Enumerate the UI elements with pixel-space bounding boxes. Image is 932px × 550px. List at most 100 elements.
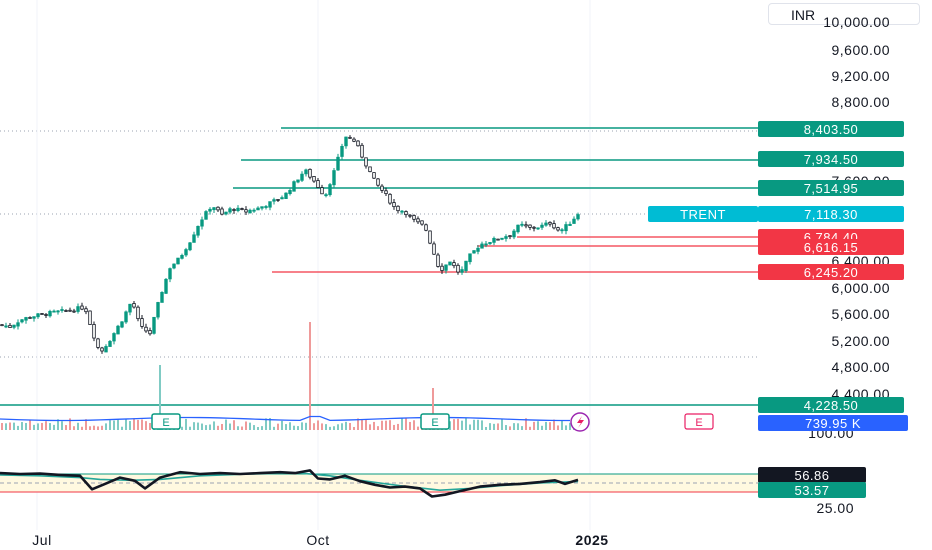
volume-bar [213, 421, 215, 430]
candle-body [440, 265, 444, 271]
rsi-pane [0, 469, 758, 498]
candle-body [12, 324, 16, 328]
volume-bar [241, 426, 243, 430]
candle-body [184, 249, 188, 256]
volume-bar [57, 419, 59, 430]
volume-bar [293, 425, 295, 430]
candle-body [260, 206, 264, 209]
volume-bar [501, 418, 503, 430]
level-label-8403[interactable]: 8,403.50 [758, 121, 904, 137]
candle-body [68, 309, 72, 312]
level-label-6616[interactable]: 6,616.15 [758, 239, 904, 255]
candle-body [504, 236, 508, 239]
volume-bar [21, 422, 23, 430]
candle-body [52, 310, 56, 313]
level-label-7934[interactable]: 7,934.50 [758, 151, 904, 167]
candle-body [136, 306, 140, 320]
volume-bar [101, 425, 103, 430]
volume-bar [249, 422, 251, 430]
price-pane [0, 0, 758, 530]
candle-body [428, 230, 432, 244]
candle-body [556, 227, 560, 231]
candle-body [508, 235, 512, 238]
candle-body [392, 202, 396, 208]
candle-body [44, 314, 48, 316]
price-tick-9600: 9,600.00 [832, 42, 891, 58]
candle-body [160, 292, 164, 303]
volume-bar [417, 426, 419, 430]
candle-body [352, 138, 356, 142]
candle-body [416, 218, 420, 223]
rsi-value-label[interactable]: 56.86 [758, 467, 866, 483]
candle-body [56, 310, 60, 313]
volume-bar [493, 423, 495, 430]
volume-bar [325, 424, 327, 430]
volume-bar [353, 426, 355, 430]
volume-bar [373, 421, 375, 430]
earnings-marker-2[interactable]: E [420, 413, 450, 430]
volume-bar [41, 422, 43, 430]
time-label-2025: 2025 [575, 532, 608, 548]
volume-bar [25, 422, 27, 430]
candle-body [204, 211, 208, 220]
rsi-ma-label[interactable]: 53.57 [758, 482, 866, 498]
candle-body [488, 242, 492, 245]
candle-body [328, 184, 332, 196]
volume-bar [273, 426, 275, 430]
candle-body [220, 208, 224, 215]
candle-body [120, 321, 124, 328]
volume-bar [505, 425, 507, 430]
volume-bar [521, 426, 523, 430]
candle-body [148, 330, 152, 335]
volume-bar [529, 426, 531, 430]
volume-bar [317, 420, 319, 430]
candle-body [400, 210, 404, 213]
level-label-4228[interactable]: 4,228.50 [758, 397, 904, 413]
candle-body [256, 207, 260, 211]
earnings-marker-1[interactable]: E [151, 413, 181, 430]
candle-body [320, 187, 324, 195]
volume-bar [549, 422, 551, 430]
volume-bar [205, 425, 207, 430]
volume-bar [265, 418, 267, 430]
candle-body [176, 257, 180, 265]
level-label-6245[interactable]: 6,245.20 [758, 264, 904, 280]
candle-body [236, 207, 240, 212]
candle-body [340, 145, 344, 157]
volume-bar [229, 423, 231, 430]
price-tick-9200: 9,200.00 [832, 68, 891, 84]
level-label-8403-text: 8,403.50 [804, 122, 859, 137]
last-price-label[interactable]: 7,118.30 [758, 206, 904, 222]
candle-body [564, 224, 568, 232]
volume-bar [321, 423, 323, 430]
candle-body [132, 303, 136, 308]
earnings-marker-future[interactable]: E [684, 413, 714, 430]
candle-body [0, 324, 4, 327]
split-event-icon[interactable] [570, 412, 590, 432]
candle-body [96, 338, 100, 348]
volume-bar [125, 418, 127, 430]
candle-body [524, 224, 528, 227]
volume-bar [541, 425, 543, 430]
level-label-7514[interactable]: 7,514.95 [758, 180, 904, 196]
candle-body [376, 178, 380, 186]
volume-bar [5, 423, 7, 430]
candle-body [196, 225, 200, 236]
candle-body [348, 136, 352, 139]
level-label-4228-text: 4,228.50 [804, 398, 859, 413]
rsi-value-label-text: 56.86 [794, 468, 829, 483]
volume-bar [553, 419, 555, 430]
volume-bar [485, 426, 487, 430]
volume-bar [545, 421, 547, 430]
candle-body [84, 308, 88, 313]
volume-bar [217, 425, 219, 430]
volume-ma-line [0, 415, 571, 422]
volume-bar [489, 423, 491, 430]
currency-selector[interactable]: INR [768, 3, 920, 25]
candle-body [28, 317, 32, 319]
volume-ma-label[interactable]: 739.95 K [758, 415, 908, 431]
candle-body [88, 310, 92, 325]
candle-body [24, 317, 28, 321]
ticker-tag[interactable]: TRENT [648, 206, 758, 222]
